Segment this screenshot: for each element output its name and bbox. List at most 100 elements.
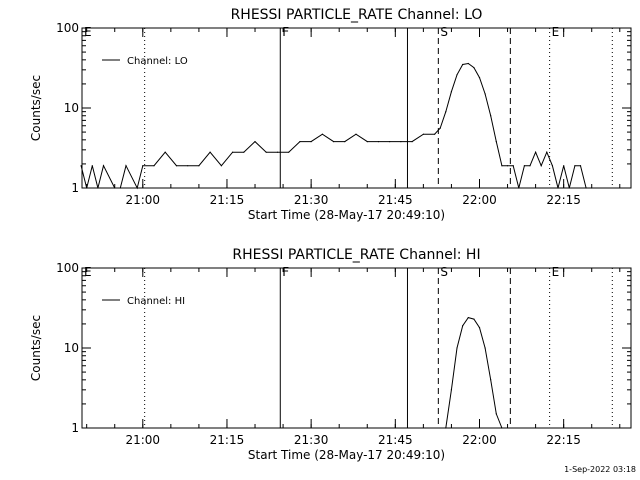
- x-axis-label: Start Time (28-May-17 20:49:10): [248, 208, 445, 222]
- y-tick-label: 10: [64, 341, 79, 355]
- data-point: [209, 151, 211, 153]
- data-point: [495, 413, 497, 415]
- y-axis-label: Counts/sec: [29, 75, 43, 141]
- data-point: [400, 141, 402, 143]
- data-point: [411, 141, 413, 143]
- data-point: [467, 317, 469, 319]
- data-point: [80, 165, 82, 167]
- data-point: [574, 165, 576, 167]
- data-point: [579, 165, 582, 167]
- x-tick-label: 22:15: [546, 433, 581, 447]
- data-point: [523, 165, 526, 167]
- x-tick-label: 21:15: [210, 193, 245, 207]
- data-point: [136, 187, 138, 189]
- data-point: [551, 165, 554, 167]
- data-point: [501, 427, 503, 429]
- marker-label: E: [552, 25, 560, 39]
- data-point: [512, 165, 514, 167]
- data-point: [467, 62, 469, 65]
- data-point: [456, 347, 458, 349]
- y-tick-label: 1: [71, 421, 79, 435]
- y-tick-label: 10: [64, 101, 79, 115]
- data-point: [557, 187, 559, 189]
- data-point: [462, 63, 464, 66]
- data-point: [473, 67, 475, 69]
- data-point: [276, 151, 279, 153]
- marker-label: E: [84, 25, 92, 39]
- data-point: [422, 133, 424, 135]
- data-point: [389, 141, 391, 143]
- data-point: [501, 165, 503, 167]
- data-point: [445, 427, 447, 429]
- data-point: [529, 165, 531, 167]
- marker-label: E: [84, 265, 92, 279]
- data-point: [445, 111, 447, 113]
- data-point: [450, 91, 452, 93]
- legend-label: Channel: LO: [127, 56, 188, 67]
- data-point: [484, 93, 486, 95]
- x-tick-label: 21:15: [210, 433, 245, 447]
- data-point: [198, 165, 200, 167]
- data-point: [591, 187, 593, 189]
- data-point: [288, 151, 290, 153]
- data-point: [434, 133, 436, 135]
- y-tick-label: 100: [56, 261, 79, 275]
- x-tick-label: 22:00: [462, 433, 497, 447]
- x-tick-label: 21:00: [125, 433, 160, 447]
- marker-label: S: [440, 25, 448, 39]
- x-tick-label: 22:15: [546, 193, 581, 207]
- data-point: [490, 379, 492, 381]
- chart-title: RHESSI PARTICLE_RATE Channel: HI: [232, 247, 480, 263]
- data-point: [310, 141, 312, 143]
- data-point: [333, 141, 335, 143]
- data-point: [439, 127, 441, 129]
- data-point: [265, 151, 267, 153]
- data-point: [540, 165, 542, 167]
- data-point: [114, 187, 116, 189]
- data-point: [478, 327, 481, 329]
- x-tick-label: 21:30: [294, 193, 329, 207]
- data-point: [102, 165, 105, 167]
- data-point: [175, 165, 178, 167]
- data-point: [495, 141, 497, 143]
- data-point: [490, 115, 492, 117]
- data-point: [254, 141, 256, 143]
- footer-timestamp: 1-Sep-2022 03:18: [564, 465, 636, 474]
- data-point: [86, 187, 88, 189]
- data-point: [456, 74, 458, 76]
- data-point: [462, 325, 464, 327]
- data-point: [518, 187, 520, 189]
- data-point: [473, 318, 475, 320]
- data-point: [91, 165, 93, 167]
- data-point: [355, 133, 357, 135]
- data-point: [563, 165, 565, 167]
- data-point: [142, 165, 144, 167]
- data-point: [568, 187, 570, 189]
- data-point: [546, 151, 548, 153]
- x-tick-label: 22:00: [462, 193, 497, 207]
- data-point: [153, 165, 155, 167]
- data-point: [377, 141, 380, 143]
- data-point: [232, 151, 234, 153]
- marker-label: S: [440, 265, 448, 279]
- chart-title: RHESSI PARTICLE_RATE Channel: LO: [231, 7, 483, 23]
- data-point: [97, 187, 99, 189]
- y-axis-label: Counts/sec: [29, 315, 43, 381]
- data-point: [119, 187, 121, 189]
- data-point: [299, 141, 301, 143]
- data-point: [585, 187, 587, 189]
- data-point: [506, 165, 509, 167]
- x-axis-label: Start Time (28-May-17 20:49:10): [248, 448, 445, 462]
- marker-label: F: [282, 25, 289, 39]
- data-point: [478, 77, 481, 79]
- marker-label: E: [552, 265, 560, 279]
- y-tick-label: 1: [71, 181, 79, 195]
- x-tick-label: 21:45: [378, 433, 413, 447]
- data-point: [484, 347, 486, 349]
- data-point: [321, 133, 323, 135]
- data-point: [344, 141, 346, 143]
- series-line: [80, 62, 592, 190]
- data-point: [220, 165, 222, 167]
